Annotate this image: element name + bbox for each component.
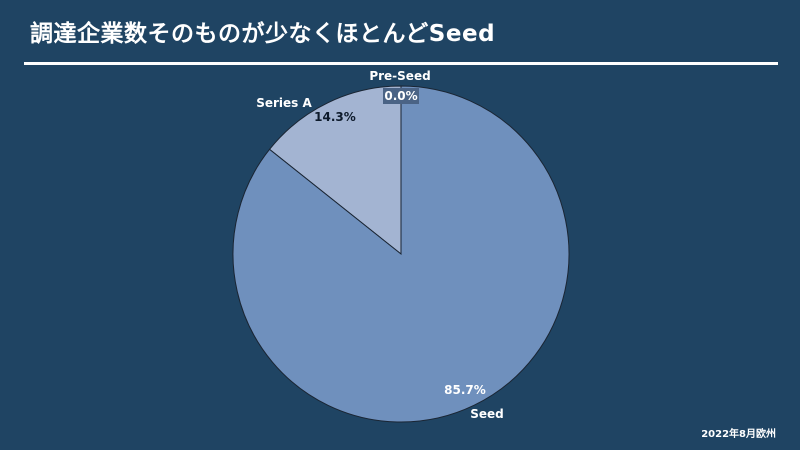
percent-label-series-a: 14.3% [314,110,356,124]
percent-label-seed: 85.7% [444,383,486,397]
percent-label-box-pre-seed [383,88,419,104]
footnote: 2022年8月欧州 [701,429,776,440]
pie-labels: Pre-Seed 0.0% Series A14.3% Seed 85.7% [256,69,504,421]
percent-label-pre-seed: 0.0% [384,89,417,103]
pie-slice-series-a [268,85,402,256]
pie-slices [232,85,570,423]
slice-name-label-pre-seed: Pre-Seed [369,69,430,83]
page-title: 調達企業数そのものが少なくほとんどSeed [30,21,496,47]
title-divider [24,62,778,65]
pie-slice-seed [232,85,570,423]
slice-name-label-series-a: Series A [256,96,312,110]
slice-name-label-seed: Seed [470,407,504,421]
